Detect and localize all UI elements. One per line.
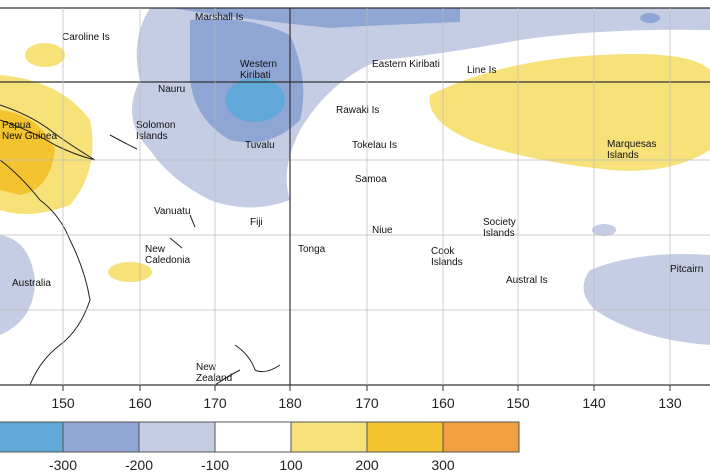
negative-field	[640, 13, 660, 23]
place-label-line: Rawaki Is	[336, 105, 379, 116]
place-label-line: Vanuatu	[154, 206, 191, 217]
place-label: New Zealand	[196, 362, 232, 384]
place-label-line: Pitcairn	[670, 264, 703, 275]
place-label-line: Marquesas	[607, 139, 656, 150]
place-label: Caroline Is	[62, 32, 110, 43]
place-label-line: Austral Is	[506, 275, 548, 286]
place-label-line: Islands	[607, 150, 639, 161]
legend-swatch	[62, 421, 140, 453]
place-label: Cook Islands	[431, 246, 463, 268]
new-zealand-coast	[214, 344, 281, 386]
place-label: Pitcairn	[670, 264, 703, 275]
place-label: Tokelau Is	[352, 140, 397, 151]
place-label: New Caledonia	[145, 244, 190, 266]
place-label-line: Islands	[431, 257, 463, 268]
place-label: Marshall Is	[195, 12, 243, 23]
place-label-line: Line Is	[467, 65, 496, 76]
place-label-line: Caledonia	[145, 255, 190, 266]
longitude-label: 160	[128, 395, 152, 411]
place-label-line: Tokelau Is	[352, 140, 397, 151]
place-label-line: Society	[483, 217, 516, 228]
place-label-line: Western	[240, 59, 277, 70]
longitude-label: 130	[658, 395, 682, 411]
australia-coast	[0, 159, 91, 386]
place-label: Niue	[372, 225, 393, 236]
grid	[0, 159, 710, 311]
place-label-line: Niue	[372, 225, 393, 236]
legend-swatch	[366, 421, 444, 453]
place-label: Vanuatu	[154, 206, 191, 217]
place-label-line: New	[145, 244, 166, 255]
legend-label: -300	[49, 457, 77, 473]
longitude-label: 150	[51, 395, 75, 411]
place-label-line: Caroline Is	[62, 32, 110, 43]
legend-label: 300	[431, 457, 455, 473]
longitude-label: 170	[203, 395, 227, 411]
legend-swatch	[0, 421, 64, 453]
place-label: Rawaki Is	[336, 105, 379, 116]
legend-swatch	[214, 421, 292, 453]
positive-field	[429, 54, 710, 171]
place-label-line: Solomon	[136, 120, 175, 131]
place-label-line: Tuvalu	[245, 140, 275, 151]
place-label: Western Kiribati	[240, 59, 277, 81]
positive-field	[25, 43, 65, 67]
place-label-line: Eastern Kiribati	[372, 59, 440, 70]
place-label: Tonga	[298, 244, 326, 255]
place-label-line: Islands	[483, 228, 515, 239]
place-label: Solomon Islands	[136, 120, 175, 142]
place-label: Nauru	[158, 84, 185, 95]
place-label-line: Zealand	[196, 373, 232, 384]
legend-swatch	[442, 421, 520, 453]
legend-label: 200	[355, 457, 379, 473]
place-label: Fiji	[250, 217, 263, 228]
place-label-line: Nauru	[158, 84, 185, 95]
place-label-line: Fiji	[250, 217, 263, 228]
longitude-label: 180	[278, 395, 302, 411]
positive-core	[0, 110, 55, 195]
islands	[109, 134, 196, 249]
longitude-label: 160	[431, 395, 455, 411]
frame	[0, 7, 710, 386]
place-label-line: New	[196, 362, 217, 373]
place-label-line: Islands	[136, 131, 168, 142]
legend-label: -200	[125, 457, 153, 473]
place-label-line: New Guinea	[2, 131, 57, 142]
place-label-line: Samoa	[355, 174, 387, 185]
legend-label: 100	[279, 457, 303, 473]
place-label-line: Tonga	[298, 244, 326, 255]
negative-field	[170, 8, 460, 28]
place-label-line: Marshall Is	[195, 12, 243, 23]
legend-swatch	[290, 421, 368, 453]
longitude-label: 150	[506, 395, 530, 411]
negative-core	[225, 78, 285, 122]
place-label: Eastern Kiribati	[372, 59, 440, 70]
place-label: Australia	[12, 278, 51, 289]
place-label: Society Islands	[483, 217, 516, 239]
longitude-label: 170	[355, 395, 379, 411]
place-label-line: Papua	[2, 120, 31, 131]
place-label-line: Kiribati	[240, 70, 271, 81]
positive-field	[108, 262, 152, 282]
legend-swatch	[138, 421, 216, 453]
place-label: Line Is	[467, 65, 496, 76]
negative-field	[592, 224, 616, 236]
negative-field	[583, 254, 710, 345]
place-label: Papua New Guinea	[2, 120, 57, 142]
place-label: Tuvalu	[245, 140, 275, 151]
legend-label: -100	[201, 457, 229, 473]
place-label: Marquesas Islands	[607, 139, 656, 161]
longitude-label: 140	[582, 395, 606, 411]
place-label: Austral Is	[506, 275, 548, 286]
place-label-line: Australia	[12, 278, 51, 289]
place-label: Samoa	[355, 174, 387, 185]
